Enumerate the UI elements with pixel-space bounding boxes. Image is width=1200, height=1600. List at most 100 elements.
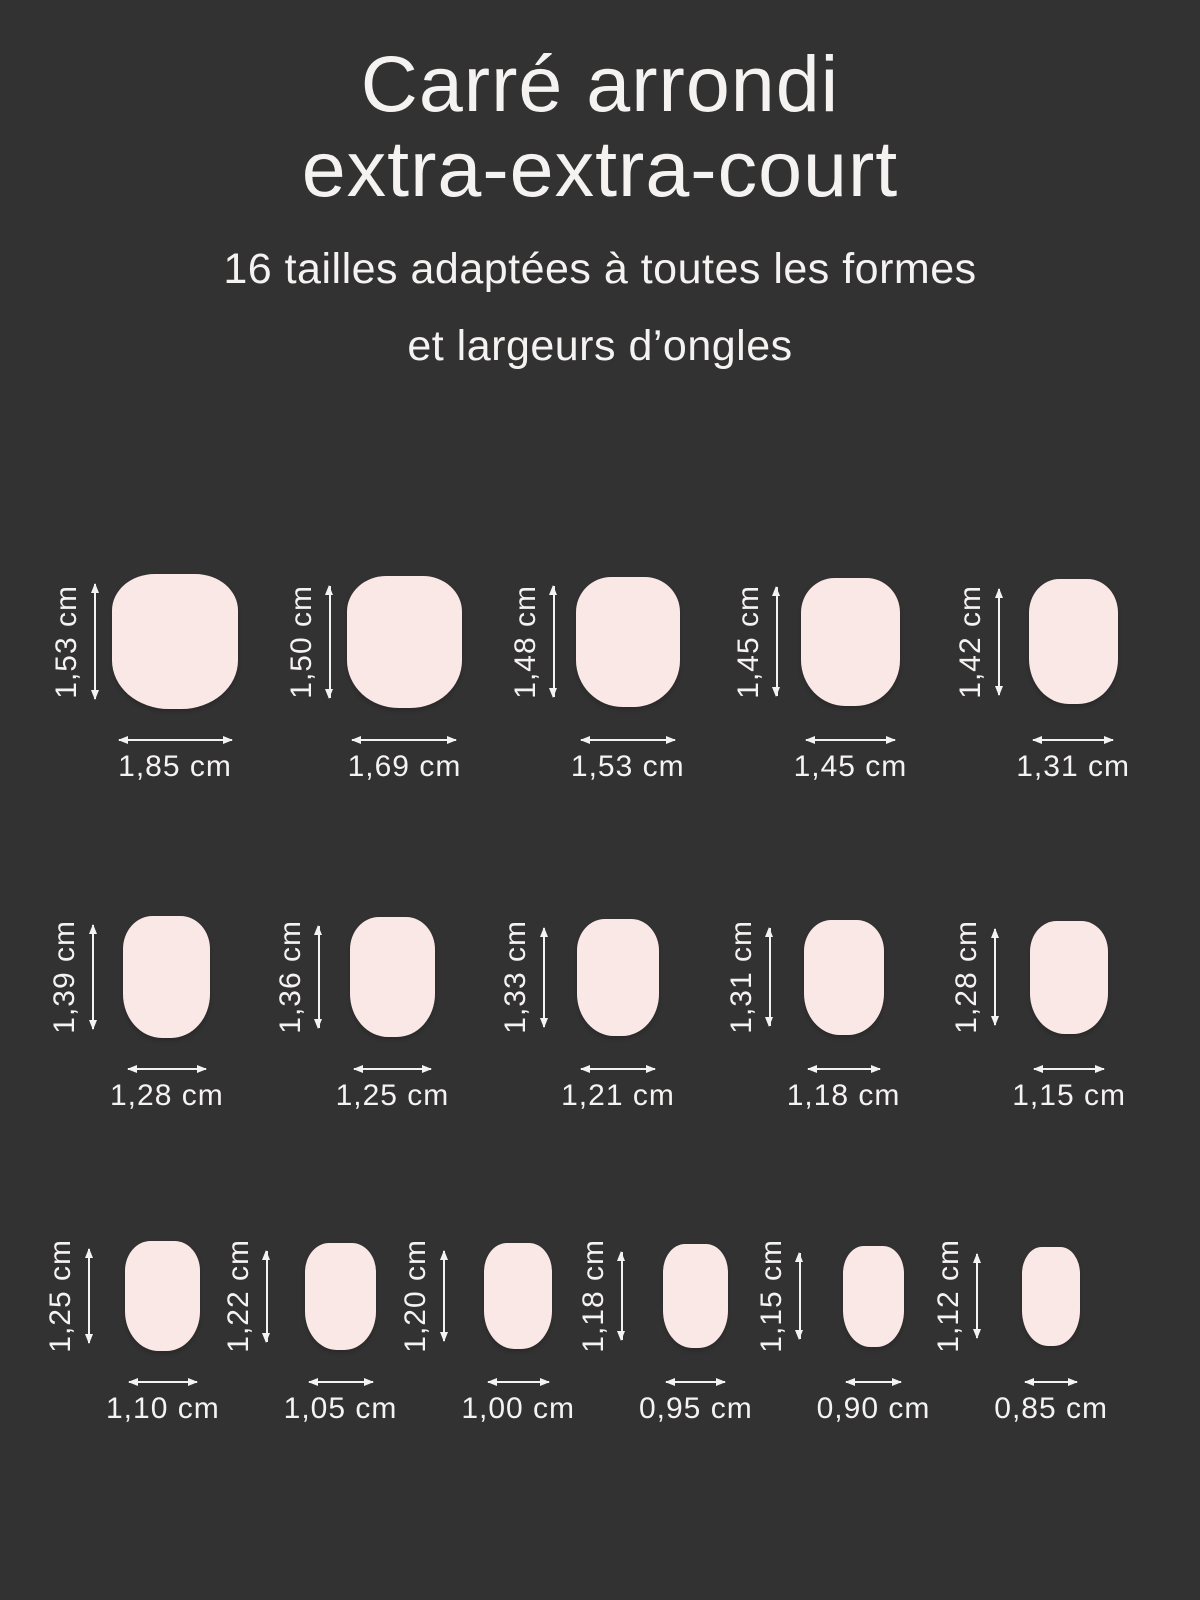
height-measure-group: 1,18 cm xyxy=(576,1239,626,1353)
nail-and-width-group: 0,90 cm xyxy=(817,1241,931,1426)
height-measure-group: 1,48 cm xyxy=(508,574,558,709)
width-measure-arrow-icon xyxy=(351,735,458,744)
size-cell: 1,12 cm 0,85 cm xyxy=(932,1239,1108,1426)
nail-and-width-group: 1,69 cm xyxy=(346,574,462,784)
size-cell: 1,42 cm 1,31 cm xyxy=(954,574,1130,784)
nail-box xyxy=(484,1241,553,1351)
size-cell: 1,18 cm 0,95 cm xyxy=(576,1239,753,1426)
nail-and-width-group: 0,85 cm xyxy=(994,1241,1108,1426)
nail-shape xyxy=(803,919,884,1035)
width-label: 1,28 cm xyxy=(110,1079,224,1113)
nail-shape xyxy=(346,575,462,708)
height-measure-arrow-icon xyxy=(765,927,774,1028)
nail-box xyxy=(349,916,435,1038)
width-measure-arrow-icon xyxy=(806,1064,881,1073)
nail-and-width-group: 1,05 cm xyxy=(284,1241,398,1426)
height-measure-arrow-icon xyxy=(994,587,1003,696)
width-measure-arrow-icon xyxy=(804,735,896,744)
page-subtitle: 16 tailles adaptées à toutes les formes e… xyxy=(0,231,1200,384)
nail-box xyxy=(803,916,884,1038)
nail-shape xyxy=(800,577,900,706)
nail-box xyxy=(1022,1241,1081,1351)
width-label: 1,10 cm xyxy=(106,1392,220,1426)
height-measure-group: 1,45 cm xyxy=(731,574,781,709)
nail-and-width-group: 1,28 cm xyxy=(110,916,224,1113)
size-cell: 1,28 cm 1,15 cm xyxy=(950,916,1126,1113)
width-label: 1,18 cm xyxy=(786,1079,901,1113)
nail-and-width-group: 1,45 cm xyxy=(794,574,908,784)
height-label: 1,18 cm xyxy=(576,1239,610,1353)
height-measure-arrow-icon xyxy=(549,585,558,699)
nail-shape xyxy=(1028,579,1118,705)
height-measure-group: 1,39 cm xyxy=(48,916,97,1038)
height-measure-arrow-icon xyxy=(84,1248,93,1345)
size-cell: 1,15 cm 0,90 cm xyxy=(754,1239,931,1426)
width-label: 0,90 cm xyxy=(816,1392,931,1426)
height-measure-group: 1,12 cm xyxy=(932,1239,981,1353)
height-label: 1,48 cm xyxy=(508,584,542,699)
width-label: 1,45 cm xyxy=(793,750,908,784)
height-measure-arrow-icon xyxy=(772,586,781,698)
nail-box xyxy=(800,574,900,709)
height-label: 1,36 cm xyxy=(273,920,307,1034)
nail-shape xyxy=(112,574,238,710)
page-title: Carré arrondi extra-extra-court xyxy=(0,39,1200,213)
width-label: 1,31 cm xyxy=(1016,750,1130,784)
nail-box xyxy=(123,916,211,1039)
title-line-2: extra-extra-court xyxy=(301,123,899,213)
width-measure-arrow-icon xyxy=(1032,735,1115,744)
height-measure-arrow-icon xyxy=(990,928,999,1027)
width-label: 0,95 cm xyxy=(638,1392,753,1426)
height-measure-arrow-icon xyxy=(90,583,99,701)
nail-shape xyxy=(663,1244,729,1349)
size-cell: 1,48 cm 1,53 cm xyxy=(509,574,685,784)
title-line-1: Carré arrondi xyxy=(360,39,840,128)
nail-shape xyxy=(575,576,680,707)
nail-shape xyxy=(305,1242,377,1350)
height-measure-group: 1,31 cm xyxy=(724,916,774,1038)
sizes-row-2: 1,39 cm 1,28 cm 1,36 cm 1,25 cm 1,33 cm 1,21 … xyxy=(0,916,1200,1113)
nail-shape xyxy=(842,1245,904,1347)
nail-box xyxy=(575,574,680,709)
nail-shape xyxy=(576,918,659,1036)
height-measure-group: 1,28 cm xyxy=(950,916,999,1038)
width-label: 1,53 cm xyxy=(570,750,685,784)
height-label: 1,45 cm xyxy=(731,584,765,699)
height-measure-arrow-icon xyxy=(88,924,97,1031)
height-measure-group: 1,36 cm xyxy=(273,916,323,1038)
height-label: 1,28 cm xyxy=(950,920,984,1034)
size-cell: 1,22 cm 1,05 cm xyxy=(222,1239,398,1426)
size-cell: 1,39 cm 1,28 cm xyxy=(48,916,224,1113)
nail-box xyxy=(346,574,462,709)
height-measure-arrow-icon xyxy=(972,1253,981,1340)
width-measure-arrow-icon xyxy=(665,1377,727,1386)
nail-shape xyxy=(123,916,211,1039)
height-label: 1,12 cm xyxy=(932,1239,966,1353)
width-measure-arrow-icon xyxy=(352,1064,432,1073)
nail-and-width-group: 1,53 cm xyxy=(571,574,685,784)
height-label: 1,15 cm xyxy=(754,1239,788,1353)
width-label: 1,21 cm xyxy=(561,1079,675,1113)
nail-box xyxy=(842,1241,904,1351)
nail-and-width-group: 1,25 cm xyxy=(336,916,450,1113)
size-cell: 1,50 cm 1,69 cm xyxy=(285,574,462,784)
subtitle-line-1: 16 tailles adaptées à toutes les formes xyxy=(223,245,977,294)
width-label: 1,05 cm xyxy=(283,1392,398,1426)
height-label: 1,53 cm xyxy=(50,584,83,699)
nail-box xyxy=(125,1241,201,1352)
width-label: 1,25 cm xyxy=(335,1079,450,1113)
height-measure-group: 1,25 cm xyxy=(44,1239,93,1353)
nail-box xyxy=(576,916,659,1038)
height-label: 1,50 cm xyxy=(284,584,318,699)
sizes-row-1: 1,53 cm 1,85 cm 1,50 cm 1,69 cm 1,48 cm 1,53 … xyxy=(0,574,1200,784)
height-label: 1,31 cm xyxy=(724,920,758,1034)
sizes-grid: 1,53 cm 1,85 cm 1,50 cm 1,69 cm 1,48 cm 1,53 … xyxy=(0,574,1200,1426)
nail-box xyxy=(305,1241,377,1351)
width-measure-arrow-icon xyxy=(307,1377,374,1386)
height-measure-arrow-icon xyxy=(795,1252,804,1341)
width-label: 1,85 cm xyxy=(118,750,232,784)
size-cell: 1,36 cm 1,25 cm xyxy=(274,916,450,1113)
nail-and-width-group: 1,31 cm xyxy=(1016,574,1130,784)
nail-and-width-group: 1,15 cm xyxy=(1012,916,1126,1113)
height-measure-arrow-icon xyxy=(325,584,334,699)
